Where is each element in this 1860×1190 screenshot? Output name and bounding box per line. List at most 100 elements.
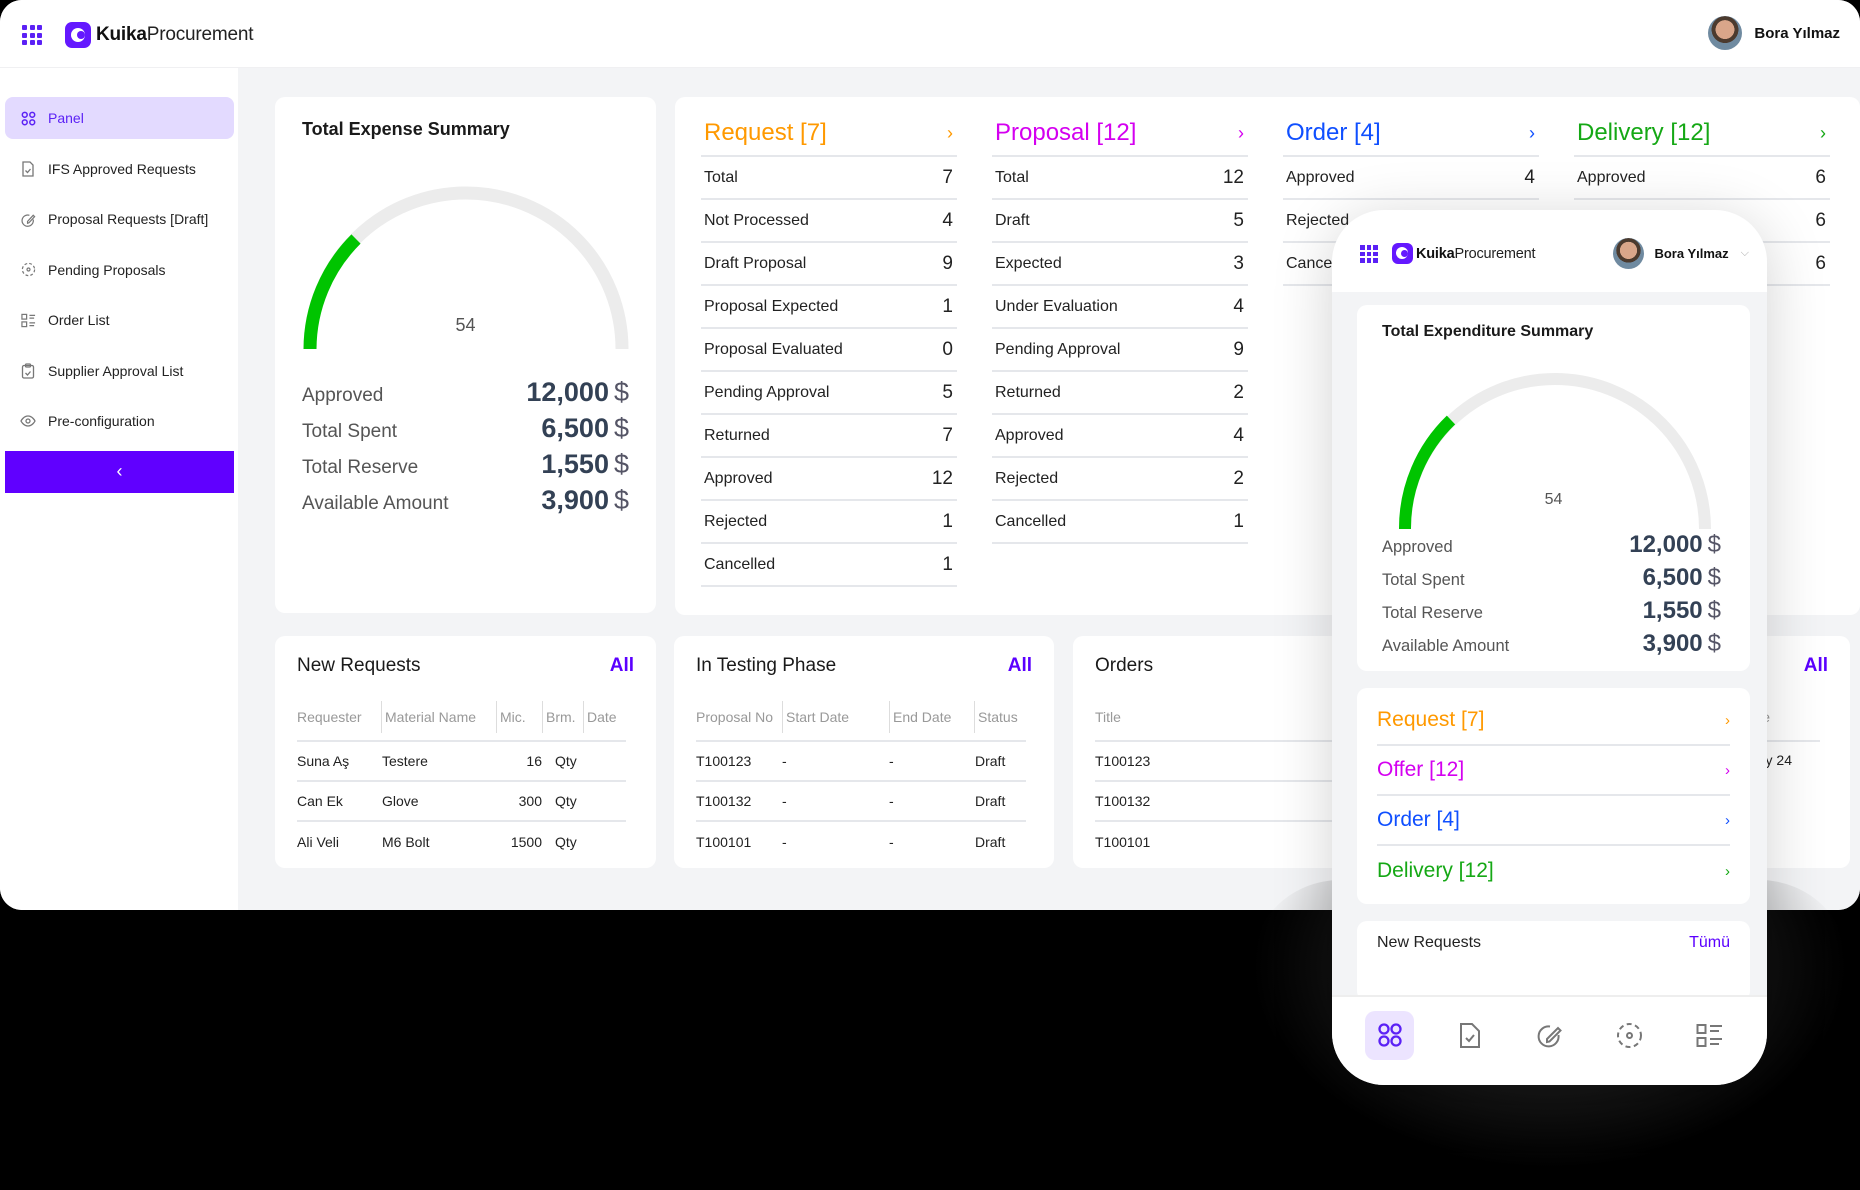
stat-row: Returned 2 xyxy=(992,372,1248,415)
stat-value: 6 xyxy=(1815,209,1826,231)
stat-header-order[interactable]: Order [4] › xyxy=(1283,97,1539,157)
table-cell: T100132 xyxy=(696,793,752,809)
brand-logo[interactable]: KuikaProcurement xyxy=(1392,243,1536,264)
table-cell: - xyxy=(889,753,894,769)
summary-label: Total Reserve xyxy=(302,457,419,478)
table-cell: - xyxy=(782,793,787,809)
table-cell: T100123 xyxy=(696,753,752,769)
nav-panel[interactable] xyxy=(1365,1010,1415,1060)
dashed-circle-icon xyxy=(1616,1022,1642,1048)
stat-value: 5 xyxy=(942,381,953,403)
table-row[interactable]: Suna Aş Testere 16 Qty xyxy=(297,742,626,782)
sidebar-item-label: Pre-configuration xyxy=(48,413,155,429)
sidebar-item-supplier-approval-list[interactable]: Supplier Approval List xyxy=(5,350,234,392)
summary-value: 3,900 xyxy=(541,485,609,515)
stat-title: Order [4] xyxy=(1286,119,1381,146)
stat-label: Rejected xyxy=(995,469,1059,487)
stat-column-proposal: Proposal [12] › Total 12 Draft 5 Expected 3… xyxy=(992,97,1248,544)
currency-symbol: $ xyxy=(613,449,629,479)
user-name: Bora Yılmaz xyxy=(1754,24,1840,42)
sidebar-item-proposal-requests-draft[interactable]: Proposal Requests [Draft] xyxy=(5,198,234,240)
column-header: Start Date xyxy=(782,701,889,733)
table-cell: T100101 xyxy=(696,834,752,850)
view-all-link[interactable]: Tümü xyxy=(1689,934,1730,951)
mobile-new-requests-card: New Requests Tümü xyxy=(1357,921,1750,1001)
stat-row: Draft Proposal 9 xyxy=(701,243,957,286)
column-header: Brm. xyxy=(542,701,583,733)
stat-label: Returned xyxy=(704,426,770,444)
link-delivery[interactable]: Delivery [12] › xyxy=(1377,846,1730,896)
stat-value: 12 xyxy=(1222,166,1244,188)
stat-value: 4 xyxy=(1524,166,1535,188)
table-row[interactable]: T100132 xyxy=(1095,782,1453,822)
sidebar-item-order-list[interactable]: Order List xyxy=(5,299,234,341)
link-request[interactable]: Request [7] › xyxy=(1377,696,1730,746)
summary-label: Approved xyxy=(1382,538,1453,556)
table-row[interactable]: T100101 - - Draft xyxy=(696,822,1026,862)
list-icon xyxy=(20,312,36,328)
table-cell: Qty xyxy=(555,793,577,809)
sidebar-item-label: IFS Approved Requests xyxy=(48,160,196,177)
stat-value: 6 xyxy=(1815,252,1826,274)
stat-label: Total xyxy=(995,168,1029,186)
user-menu[interactable]: Bora Yılmaz ⌵ xyxy=(1613,238,1749,269)
card-title: Total Expense Summary xyxy=(302,119,510,139)
stat-header-request[interactable]: Request [7] › xyxy=(701,97,957,157)
apps-grid-icon[interactable] xyxy=(22,25,42,45)
summary-label: Available Amount xyxy=(302,493,449,514)
view-all-link[interactable]: All xyxy=(1007,655,1032,676)
table-cell: - xyxy=(782,834,787,850)
stat-row: Cancelled 1 xyxy=(701,544,957,587)
collapse-sidebar-button[interactable]: ‹ xyxy=(5,450,234,493)
stat-row: Proposal Evaluated 0 xyxy=(701,329,957,372)
table-cell: T100101 xyxy=(1095,834,1151,850)
nav-order-list[interactable] xyxy=(1685,1011,1734,1060)
table-row[interactable]: Can Ek Glove 300 Qty xyxy=(297,782,626,822)
stat-row: Total 12 xyxy=(992,157,1248,200)
brand-name-light: Procurement xyxy=(1454,245,1536,262)
link-order[interactable]: Order [4] › xyxy=(1377,796,1730,846)
nav-proposal-requests[interactable] xyxy=(1525,1011,1574,1060)
stat-row: Total 7 xyxy=(701,157,957,200)
stat-label: Approved xyxy=(1577,168,1646,186)
sidebar-item-pre-configuration[interactable]: Pre-configuration xyxy=(5,400,234,442)
link-offer[interactable]: Offer [12] › xyxy=(1377,746,1730,796)
stat-value: 4 xyxy=(942,209,953,231)
table-row[interactable]: T100132 - - Draft xyxy=(696,782,1026,822)
sidebar-item-panel[interactable]: Panel xyxy=(5,97,234,139)
summary-row-total-spent: Total Spent 6,500 $ xyxy=(302,413,629,444)
stat-row: Rejected 1 xyxy=(701,501,957,544)
column-header: Mic. xyxy=(496,701,542,733)
summary-label: Total Reserve xyxy=(1382,604,1483,622)
table-cell: Testere xyxy=(382,753,428,769)
stat-row: Proposal Expected 1 xyxy=(701,286,957,329)
view-all-link[interactable]: All xyxy=(609,655,634,676)
summary-value: 1,550 xyxy=(541,449,609,479)
stat-header-proposal[interactable]: Proposal [12] › xyxy=(992,97,1248,157)
stat-value: 4 xyxy=(1233,295,1244,317)
table-row[interactable]: Ali Veli M6 Bolt 1500 Qty xyxy=(297,822,626,862)
table-row[interactable]: T100123 xyxy=(1095,742,1453,782)
stat-header-delivery[interactable]: Delivery [12] › xyxy=(1574,97,1830,157)
user-menu[interactable]: Bora Yılmaz xyxy=(1708,16,1840,50)
avatar xyxy=(1613,238,1645,269)
sidebar-item-label: Panel xyxy=(48,110,84,126)
stat-row: Rejected 2 xyxy=(992,458,1248,501)
sidebar-item-ifs-approved-requests[interactable]: IFS Approved Requests xyxy=(5,148,234,190)
table-row[interactable]: T100101 xyxy=(1095,822,1453,862)
nav-pending-proposals[interactable] xyxy=(1605,1011,1654,1060)
brand-logo[interactable]: KuikaProcurement xyxy=(65,22,254,48)
stat-title: Proposal [12] xyxy=(995,119,1137,146)
mobile-bottom-nav xyxy=(1332,995,1767,1085)
nav-approved-requests[interactable] xyxy=(1445,1011,1494,1060)
table-row[interactable]: T100123 - - Draft xyxy=(696,742,1026,782)
column-header: Requester xyxy=(297,709,362,725)
stat-label: Approved xyxy=(704,469,773,487)
sidebar-item-pending-proposals[interactable]: Pending Proposals xyxy=(5,249,234,291)
apps-grid-icon[interactable] xyxy=(1360,245,1378,263)
view-all-link[interactable]: All xyxy=(1803,655,1828,676)
card-title: New Requests xyxy=(1377,934,1482,951)
gauge-chart xyxy=(303,186,629,350)
column-header: End Date xyxy=(889,701,974,733)
stat-label: Total xyxy=(704,168,738,186)
